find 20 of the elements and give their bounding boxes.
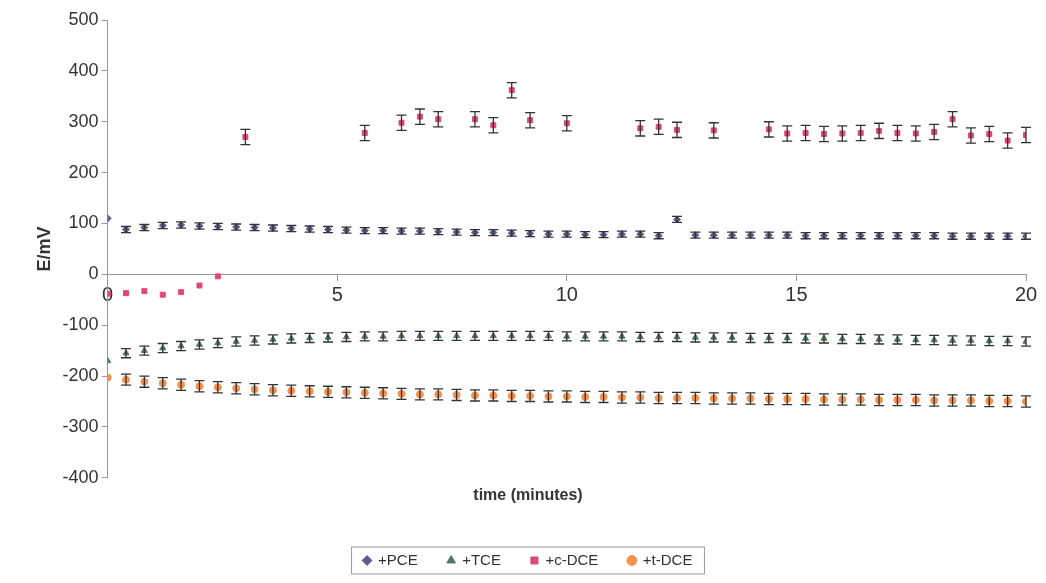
legend-label: +TCE bbox=[462, 550, 501, 568]
x-tick-label: 5 bbox=[331, 282, 343, 305]
x-tick-label: 20 bbox=[1014, 282, 1038, 305]
x-tick-label: 15 bbox=[785, 282, 808, 305]
y-tick-label: -100 bbox=[62, 314, 99, 335]
legend-label: +c-DCE bbox=[545, 550, 599, 568]
y-tick-label: 100 bbox=[68, 212, 99, 233]
y-tick-label: 200 bbox=[68, 161, 99, 182]
y-tick-label: -400 bbox=[62, 466, 99, 487]
y-tick-label: -300 bbox=[62, 415, 99, 436]
y-tick-label: 300 bbox=[68, 110, 99, 131]
y-axis-title: E/mV bbox=[33, 226, 54, 272]
legend-label: +t-DCE bbox=[642, 550, 693, 568]
y-tick-label: -200 bbox=[62, 365, 99, 386]
y-tick-label: 500 bbox=[68, 8, 99, 29]
legend-label: +PCE bbox=[378, 550, 418, 568]
y-tick-label: 0 bbox=[88, 263, 99, 284]
x-axis-title: time (minutes) bbox=[473, 485, 583, 503]
y-tick-label: 400 bbox=[68, 59, 99, 80]
x-tick-label: 10 bbox=[555, 282, 578, 305]
